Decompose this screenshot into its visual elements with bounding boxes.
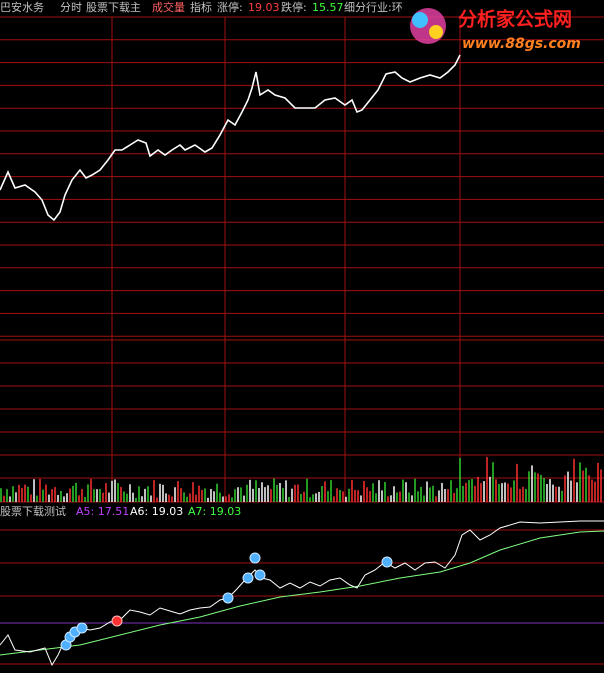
indicator-a7: A7: 19.03 xyxy=(188,505,241,518)
indicator-name: 股票下载测试 xyxy=(0,505,66,518)
limit-up: 19.03 xyxy=(248,1,280,14)
watermark: 分析家公式网 www.88gs.com xyxy=(410,8,581,52)
menu-item[interactable]: 指标 xyxy=(190,0,212,14)
watermark-url: www.88gs.com xyxy=(462,36,581,52)
grid xyxy=(0,16,604,665)
indicator-a5: A5: 17.51 xyxy=(76,505,129,518)
menu-item[interactable]: 分时 xyxy=(60,1,82,14)
menu-item[interactable]: 成交量 xyxy=(152,0,185,14)
stock-name: 巴安水务 xyxy=(0,0,44,14)
limit-down: 15.57 xyxy=(312,1,344,14)
volume-bars xyxy=(0,456,602,502)
indicator-a6: A6: 19.03 xyxy=(130,505,183,518)
menu-item[interactable]: 股票下载主 xyxy=(86,1,141,14)
industry: 细分行业:环 xyxy=(344,1,403,14)
watermark-title: 分析家公式网 xyxy=(458,8,572,31)
limit-up-label: 涨停: xyxy=(217,0,243,14)
price-line xyxy=(0,54,461,222)
ma-line xyxy=(0,530,604,656)
limit-down-label: 跌停: xyxy=(281,0,307,14)
indicator-panel xyxy=(0,520,604,667)
signal-dots xyxy=(60,552,393,651)
